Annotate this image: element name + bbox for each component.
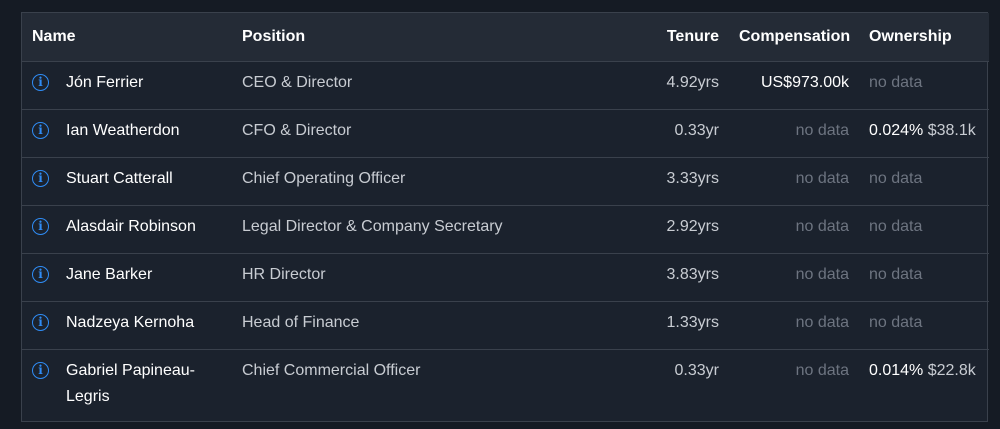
cell-compensation: no data — [795, 313, 849, 331]
person-name: Stuart Catterall — [66, 169, 173, 187]
management-table-panel: Name Position Tenure Compensation Owners… — [21, 12, 989, 422]
person-name: Jane Barker — [66, 265, 153, 283]
info-icon[interactable]: i — [32, 313, 49, 331]
info-icon[interactable]: i — [32, 73, 49, 91]
ownership-percent: 0.024% — [869, 121, 924, 139]
column-header-position[interactable]: Position — [232, 13, 632, 62]
management-table: Name Position Tenure Compensation Owners… — [22, 13, 989, 419]
table-row: i Jón Ferrier CEO & Director 4.92yrs US$973.… — [22, 61, 989, 109]
cell-name: i Jón Ferrier — [22, 61, 232, 109]
name-wrapper: i Nadzeya Kernoha — [32, 313, 222, 336]
name-wrapper: i Gabriel Papineau-Legris — [32, 361, 222, 410]
person-name: Alasdair Robinson — [66, 217, 196, 235]
cell-name: i Nadzeya Kernoha — [22, 301, 232, 349]
table-header-row: Name Position Tenure Compensation Owners… — [22, 13, 989, 62]
person-name: Nadzeya Kernoha — [66, 313, 195, 331]
cell-ownership: no data — [869, 217, 923, 235]
cell-compensation: US$973.00k — [760, 73, 849, 91]
cell-tenure: 4.92yrs — [666, 73, 719, 91]
cell-position: CFO & Director — [242, 121, 352, 139]
cell-tenure: 2.92yrs — [666, 217, 719, 235]
cell-name: i Stuart Catterall — [22, 157, 232, 205]
name-wrapper: i Jane Barker — [32, 265, 222, 288]
info-icon[interactable]: i — [32, 361, 49, 379]
ownership-amount: $38.1k — [927, 121, 976, 139]
cell-ownership: no data — [869, 169, 923, 187]
person-name: Ian Weatherdon — [66, 121, 180, 139]
cell-compensation: no data — [795, 217, 849, 235]
info-icon[interactable]: i — [32, 169, 49, 187]
cell-position: CEO & Director — [242, 73, 353, 91]
cell-name: i Gabriel Papineau-Legris — [22, 349, 232, 419]
cell-compensation: no data — [795, 121, 849, 139]
table-body: i Jón Ferrier CEO & Director 4.92yrs US$973.… — [22, 61, 989, 419]
name-wrapper: i Alasdair Robinson — [32, 217, 222, 240]
cell-position: Chief Operating Officer — [242, 169, 406, 187]
cell-compensation: no data — [795, 361, 849, 379]
table-row: i Stuart Catterall Chief Operating Officer… — [22, 157, 989, 205]
info-icon[interactable]: i — [32, 217, 49, 235]
cell-tenure: 0.33yr — [674, 361, 719, 379]
ownership-amount: $22.8k — [927, 361, 976, 379]
column-header-ownership[interactable]: Ownership — [859, 13, 989, 62]
cell-name: i Jane Barker — [22, 253, 232, 301]
table-row: i Ian Weatherdon CFO & Director 0.33yr no da… — [22, 109, 989, 157]
cell-position: Legal Director & Company Secretary — [242, 217, 503, 235]
cell-ownership: no data — [869, 313, 923, 331]
cell-tenure: 3.33yrs — [666, 169, 719, 187]
table-row: i Jane Barker HR Director 3.83yrs no data no … — [22, 253, 989, 301]
ownership-percent: 0.014% — [869, 361, 924, 379]
table-row: i Alasdair Robinson Legal Director & Compa… — [22, 205, 989, 253]
column-header-tenure[interactable]: Tenure — [632, 13, 729, 62]
cell-ownership: no data — [869, 265, 923, 283]
column-header-compensation[interactable]: Compensation — [729, 13, 859, 62]
name-wrapper: i Jón Ferrier — [32, 73, 222, 96]
cell-name: i Ian Weatherdon — [22, 109, 232, 157]
cell-position: HR Director — [242, 265, 326, 283]
cell-name: i Alasdair Robinson — [22, 205, 232, 253]
cell-compensation: no data — [795, 169, 849, 187]
cell-position: Head of Finance — [242, 313, 360, 331]
column-header-name[interactable]: Name — [22, 13, 232, 62]
cell-ownership: 0.014% $22.8k — [859, 349, 989, 419]
cell-compensation: no data — [795, 265, 849, 283]
table-row: i Nadzeya Kernoha Head of Finance 1.33yrs no… — [22, 301, 989, 349]
cell-tenure: 0.33yr — [674, 121, 719, 139]
cell-tenure: 1.33yrs — [666, 313, 719, 331]
person-name: Gabriel Papineau-Legris — [66, 361, 195, 405]
name-wrapper: i Ian Weatherdon — [32, 121, 222, 144]
cell-position: Chief Commercial Officer — [242, 361, 421, 379]
person-name: Jón Ferrier — [66, 73, 144, 91]
cell-tenure: 3.83yrs — [666, 265, 719, 283]
info-icon[interactable]: i — [32, 265, 49, 283]
cell-ownership: 0.024% $38.1k — [859, 109, 989, 157]
cell-ownership: no data — [869, 73, 923, 91]
name-wrapper: i Stuart Catterall — [32, 169, 222, 192]
info-icon[interactable]: i — [32, 121, 49, 139]
table-row: i Gabriel Papineau-Legris Chief Commercial… — [22, 349, 989, 419]
